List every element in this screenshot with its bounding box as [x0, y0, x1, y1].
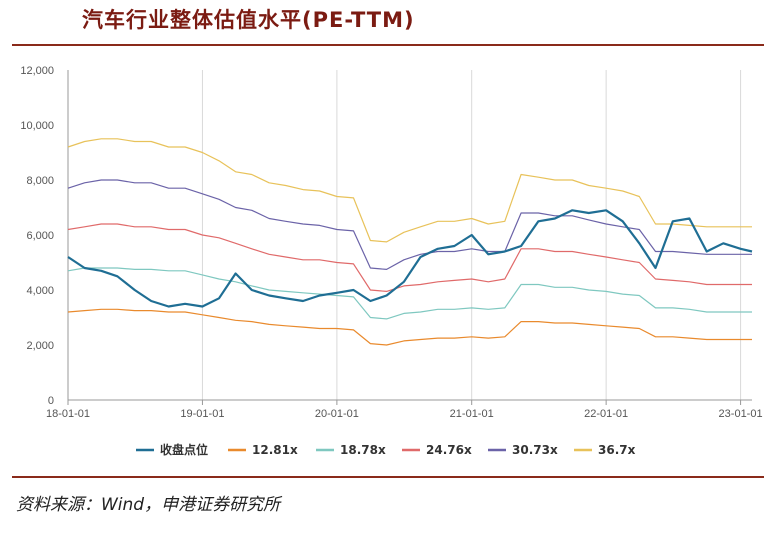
y-tick-label: 0	[48, 395, 54, 407]
legend-label: 收盘点位	[160, 442, 208, 457]
source-note: 资料来源：Wind，申港证券研究所	[16, 495, 281, 515]
series-layer	[67, 138, 753, 346]
y-tick-label: 6,000	[26, 230, 54, 242]
series-line-pe-band-4	[67, 179, 752, 270]
legend-label: 36.7x	[598, 443, 636, 457]
source-divider	[12, 476, 764, 478]
y-tick-label: 4,000	[26, 285, 54, 297]
x-tick-label: 20-01-01	[315, 408, 359, 420]
x-tick-label: 22-01-01	[584, 408, 628, 420]
series-line-pe-band-3	[67, 223, 752, 292]
legend-label: 30.73x	[512, 443, 558, 457]
legend-label: 12.81x	[252, 443, 298, 457]
line-chart: 18-01-01 19-01-01 20-01-01 21-01-01 22-01-01…	[20, 65, 762, 457]
x-tick-label: 23-01-01	[719, 408, 763, 420]
series-line-pe-band-1	[67, 308, 752, 346]
y-tick-label: 2,000	[26, 340, 54, 352]
legend-label: 24.76x	[426, 443, 472, 457]
legend-label: 18.78x	[340, 443, 386, 457]
series-line-pe-band-2	[67, 267, 752, 320]
y-tick-label: 8,000	[26, 175, 54, 187]
axis-layer: 18-01-01 19-01-01 20-01-01 21-01-01 22-01-01…	[20, 65, 762, 420]
y-tick-label: 12,000	[20, 65, 54, 77]
x-tick-label: 18-01-01	[46, 408, 90, 420]
title-divider	[12, 44, 764, 46]
legend: 收盘点位 12.81x 18.78x 24.76x 30.73x 36.7x	[136, 442, 636, 457]
series-line-close	[67, 209, 753, 308]
x-tick-label: 21-01-01	[450, 408, 494, 420]
y-tick-label: 10,000	[20, 120, 54, 132]
grid-layer	[67, 70, 742, 400]
chart-title: 汽车行业整体估值水平(PE-TTM)	[82, 8, 415, 32]
x-tick-label: 19-01-01	[180, 408, 224, 420]
series-line-pe-band-5	[67, 138, 752, 243]
